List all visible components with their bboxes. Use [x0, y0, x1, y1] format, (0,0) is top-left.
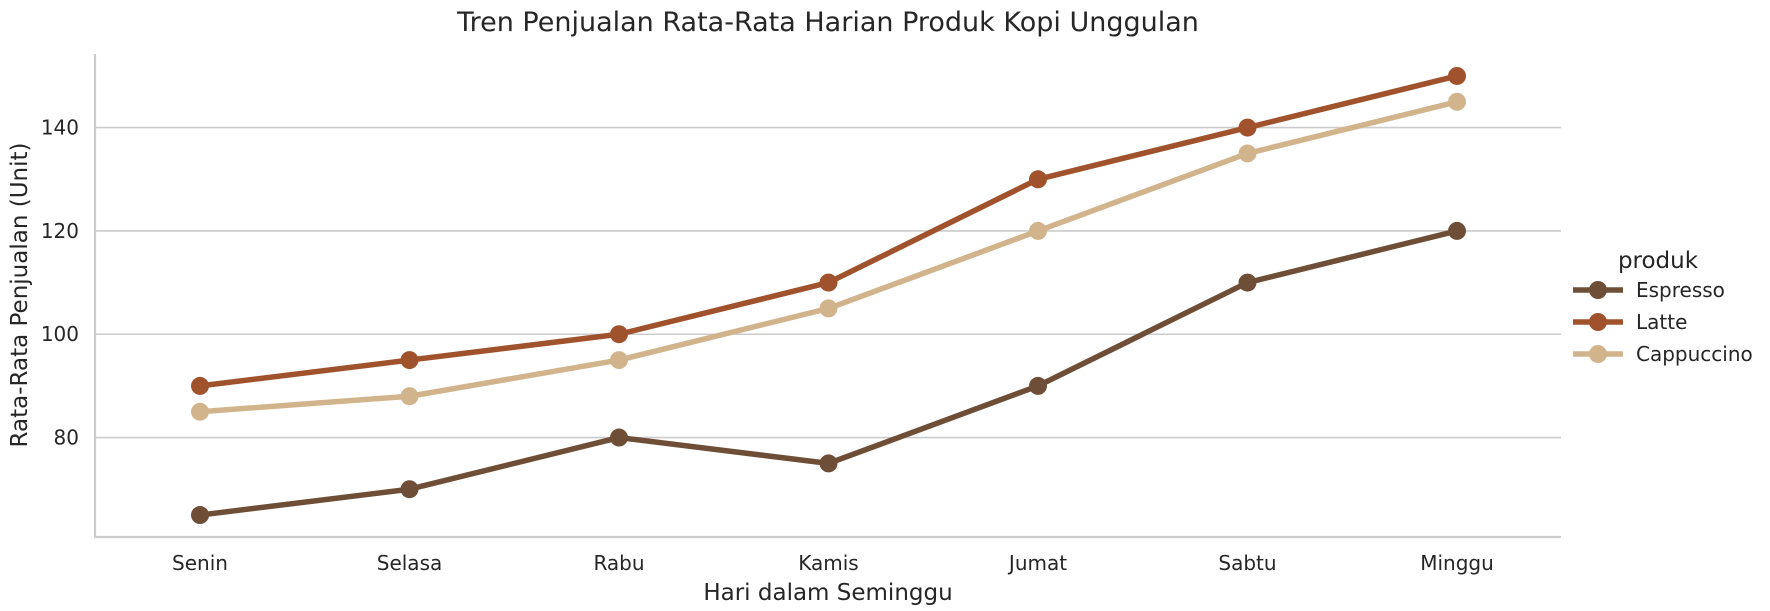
- y-axis-label: Rata-Rata Penjualan (Unit): [7, 143, 33, 448]
- legend-label: Espresso: [1636, 278, 1725, 302]
- x-tick-label: Senin: [172, 551, 228, 575]
- y-tick-label: 140: [41, 116, 79, 140]
- series-line: [197, 228, 1460, 518]
- legend-title: produk: [1618, 248, 1699, 274]
- legend-marker: [1589, 313, 1607, 331]
- legend-marker: [1589, 281, 1607, 299]
- chart-title: Tren Penjualan Rata-Rata Harian Produk K…: [456, 7, 1199, 38]
- axes: [93, 54, 1561, 539]
- x-axis-label: Hari dalam Seminggu: [703, 580, 952, 606]
- data-point: [1029, 221, 1047, 240]
- x-tick-label: Jumat: [1007, 551, 1067, 575]
- series-cappuccino: [191, 92, 1466, 421]
- y-tick-labels: 80 100 120 140: [41, 116, 79, 450]
- legend-label: Latte: [1636, 310, 1687, 334]
- legend-item: Latte: [1573, 310, 1687, 334]
- data-point: [1448, 92, 1466, 111]
- legend: produk Espresso Latte Cappuccino: [1573, 248, 1753, 366]
- data-point: [610, 428, 628, 447]
- x-tick-label: Sabtu: [1218, 551, 1276, 575]
- y-tick-label: 120: [41, 219, 79, 243]
- data-point: [610, 325, 628, 344]
- data-point: [1238, 273, 1257, 292]
- x-tick-label: Kamis: [798, 551, 858, 575]
- data-point: [819, 299, 838, 318]
- data-point: [819, 273, 838, 292]
- data-point: [191, 506, 209, 525]
- data-point: [1238, 144, 1257, 163]
- data-point: [1448, 221, 1466, 240]
- data-point: [1238, 118, 1257, 137]
- data-point: [191, 376, 209, 395]
- data-point: [819, 454, 838, 473]
- data-point: [610, 351, 628, 370]
- x-tick-label: Rabu: [593, 551, 644, 575]
- data-point: [400, 480, 419, 499]
- x-tick-label: Selasa: [377, 551, 443, 575]
- legend-label: Cappuccino: [1636, 342, 1753, 366]
- y-tick-label: 80: [54, 426, 79, 450]
- data-point: [1029, 376, 1047, 395]
- x-tick-label: Minggu: [1420, 551, 1494, 575]
- grid-lines: [95, 126, 1561, 439]
- legend-marker: [1589, 345, 1607, 363]
- legend-item: Cappuccino: [1573, 342, 1753, 366]
- y-tick-label: 100: [41, 322, 79, 346]
- series-espresso: [191, 221, 1466, 525]
- series-latte: [191, 66, 1466, 395]
- legend-item: Espresso: [1573, 278, 1725, 302]
- data-point: [400, 387, 419, 406]
- series-lines: [191, 66, 1466, 525]
- x-tick-labels: Senin Selasa Rabu Kamis Jumat Sabtu Minggu: [172, 551, 1494, 575]
- data-point: [1448, 66, 1466, 85]
- data-point: [1029, 170, 1047, 189]
- data-point: [400, 351, 419, 370]
- data-point: [191, 402, 209, 421]
